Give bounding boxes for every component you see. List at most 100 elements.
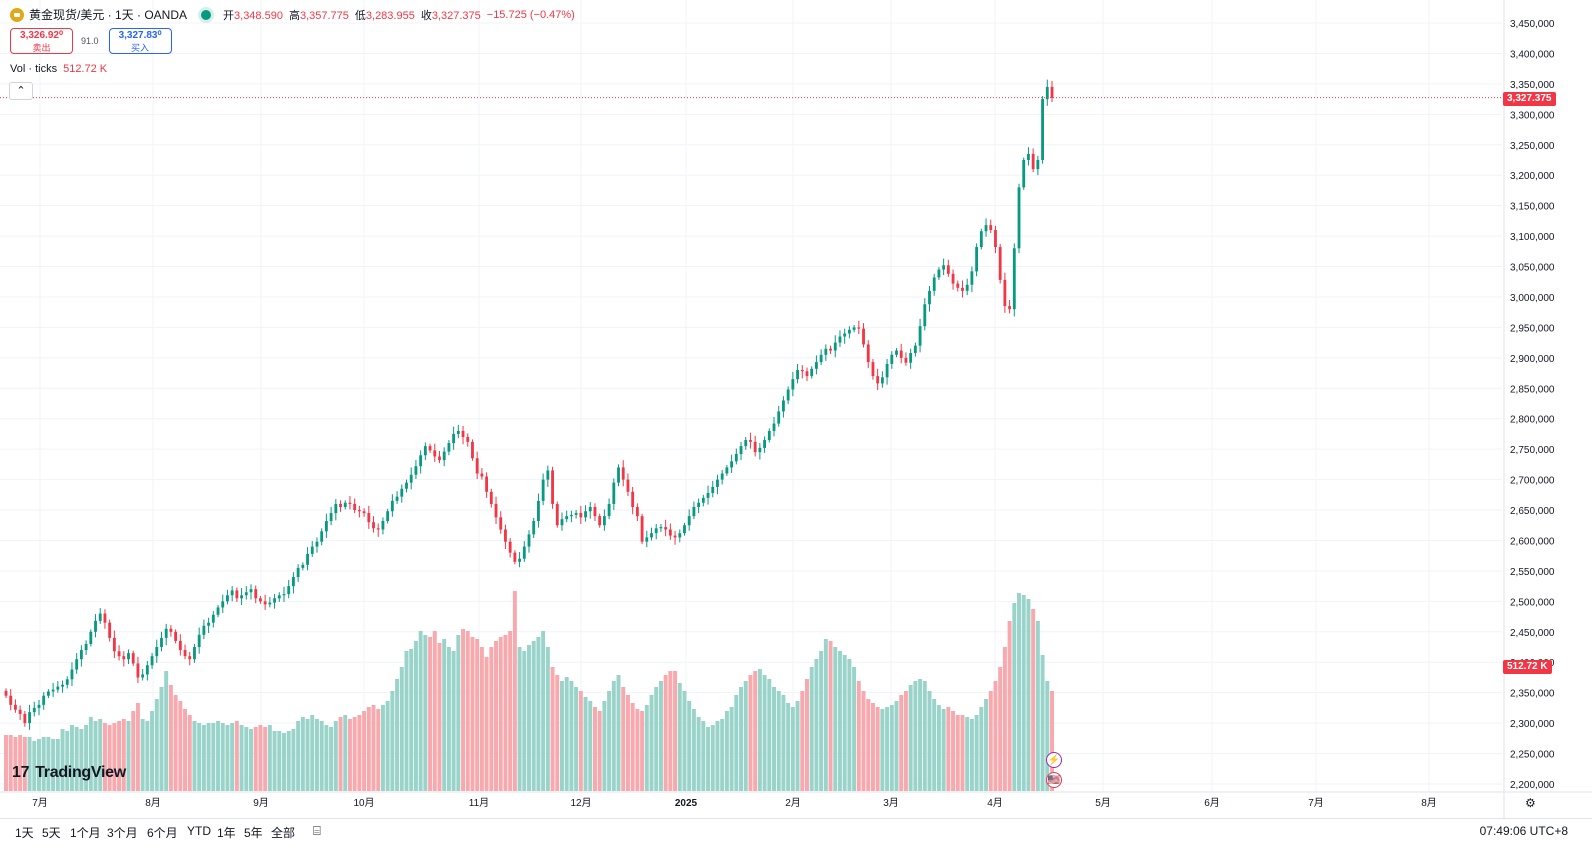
range-6m-button[interactable]: 6个月 — [147, 826, 178, 840]
candle-body[interactable] — [899, 350, 903, 358]
candle-body[interactable] — [1036, 159, 1040, 170]
candle-body[interactable] — [433, 450, 437, 457]
candle-body[interactable] — [202, 625, 206, 635]
candle-body[interactable] — [895, 350, 898, 355]
gear-icon[interactable]: ⚙ — [1525, 796, 1536, 810]
candle-body[interactable] — [504, 529, 507, 542]
candle-body[interactable] — [928, 290, 931, 305]
candle-body[interactable] — [117, 651, 121, 657]
candle-body[interactable] — [909, 352, 913, 363]
candle-body[interactable] — [75, 659, 79, 670]
candle-body[interactable] — [551, 470, 554, 504]
candle-body[interactable] — [984, 225, 988, 232]
candle-body[interactable] — [197, 634, 201, 648]
candle-body[interactable] — [998, 247, 1002, 280]
candle-body[interactable] — [405, 482, 408, 489]
candle-body[interactable] — [211, 614, 215, 623]
candle-body[interactable] — [937, 269, 941, 278]
candle-body[interactable] — [989, 225, 993, 230]
buy-button[interactable]: 3,327.83⁰ 买入 — [108, 28, 172, 54]
candle-body[interactable] — [414, 466, 418, 475]
candle-body[interactable] — [235, 590, 239, 599]
candle-body[interactable] — [9, 695, 13, 705]
candle-body[interactable] — [683, 525, 686, 534]
candle-body[interactable] — [951, 273, 955, 284]
candle-body[interactable] — [532, 521, 536, 535]
candle-body[interactable] — [635, 507, 639, 517]
candle-body[interactable] — [409, 474, 413, 483]
candle-body[interactable] — [155, 647, 159, 657]
candle-body[interactable] — [249, 589, 253, 593]
candle-body[interactable] — [98, 613, 102, 621]
price-chart[interactable]: 3,450,000 3,400,000 3,350,000 3,300,000 3,25… — [0, 0, 1592, 818]
candle-body[interactable] — [734, 454, 738, 462]
candle-body[interactable] — [687, 516, 691, 526]
candle-body[interactable] — [240, 595, 243, 599]
candle-body[interactable] — [296, 567, 300, 578]
candle-body[interactable] — [310, 546, 314, 554]
candle-body[interactable] — [339, 503, 342, 507]
candle-body[interactable] — [353, 503, 357, 511]
candle-body[interactable] — [838, 336, 842, 343]
candle-body[interactable] — [956, 283, 960, 288]
flash-event-icon[interactable]: ⚡ — [1046, 752, 1062, 768]
candle-body[interactable] — [287, 586, 291, 595]
candle-body[interactable] — [94, 620, 97, 632]
candle-body[interactable] — [160, 637, 163, 648]
candle-body[interactable] — [857, 327, 861, 329]
candle-body[interactable] — [744, 440, 748, 447]
candle-body[interactable] — [456, 430, 460, 434]
candle-body[interactable] — [367, 513, 371, 523]
candle-body[interactable] — [136, 663, 140, 678]
range-3m-button[interactable]: 3个月 — [107, 826, 138, 840]
candle-body[interactable] — [602, 516, 606, 526]
candle-body[interactable] — [706, 492, 710, 498]
candle-body[interactable] — [362, 511, 366, 514]
candle-body[interactable] — [739, 446, 743, 455]
candle-body[interactable] — [277, 595, 281, 599]
candle-body[interactable] — [42, 695, 46, 705]
candle-body[interactable] — [193, 647, 196, 660]
candle-body[interactable] — [108, 622, 112, 638]
sell-button[interactable]: 3,326.92⁰ 卖出 — [10, 28, 73, 54]
candle-body[interactable] — [584, 511, 587, 518]
range-1y-button[interactable]: 1年 — [217, 826, 236, 840]
candle-body[interactable] — [357, 510, 361, 512]
candle-body[interactable] — [777, 411, 781, 424]
candle-body[interactable] — [46, 691, 50, 696]
candle-body[interactable] — [461, 430, 465, 437]
candle-body[interactable] — [716, 479, 719, 487]
candle-body[interactable] — [975, 247, 979, 272]
candle-body[interactable] — [499, 517, 503, 530]
range-ytd-button[interactable]: YTD — [187, 824, 211, 838]
candle-body[interactable] — [800, 370, 804, 372]
candle-body[interactable] — [141, 674, 145, 678]
candle-body[interactable] — [329, 513, 333, 521]
candle-body[interactable] — [862, 328, 865, 345]
candle-body[interactable] — [664, 527, 668, 530]
candle-body[interactable] — [913, 345, 917, 353]
candle-body[interactable] — [970, 271, 974, 285]
candle-body[interactable] — [273, 598, 276, 603]
candle-body[interactable] — [244, 592, 248, 596]
candle-body[interactable] — [263, 601, 267, 605]
candle-body[interactable] — [452, 433, 456, 444]
candle-body[interactable] — [14, 704, 17, 710]
candle-body[interactable] — [513, 552, 517, 562]
candle-body[interactable] — [324, 521, 328, 532]
candle-body[interactable] — [645, 537, 649, 542]
candle-body[interactable] — [386, 511, 390, 521]
candle-body[interactable] — [607, 503, 611, 517]
candle-body[interactable] — [932, 277, 936, 291]
candle-body[interactable] — [522, 546, 526, 559]
candle-body[interactable] — [268, 602, 272, 605]
candle-body[interactable] — [829, 348, 832, 351]
candle-body[interactable] — [174, 631, 178, 641]
candle-body[interactable] — [395, 496, 399, 501]
candle-body[interactable] — [428, 446, 432, 451]
candle-body[interactable] — [593, 507, 597, 517]
candle-body[interactable] — [282, 594, 286, 596]
candle-body[interactable] — [400, 488, 404, 497]
candle-body[interactable] — [824, 348, 828, 355]
candle-body[interactable] — [23, 713, 27, 724]
